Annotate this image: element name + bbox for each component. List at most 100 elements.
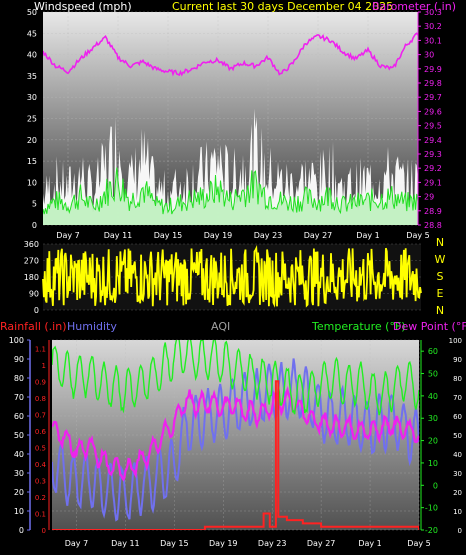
label-barometer: Barometer (.in) — [372, 0, 456, 13]
tick-label: 10 — [14, 507, 24, 516]
tick-label: 50 — [14, 431, 24, 440]
label-dew-point: Dew Point (°F) — [393, 320, 466, 333]
tick-label: 80 — [14, 374, 24, 383]
tick-label: 29.3 — [424, 150, 442, 159]
tick-label: 0.2 — [35, 494, 46, 502]
tick-label: 30.2 — [424, 22, 442, 31]
tick-label: 0 — [34, 306, 39, 315]
y-axis-right: 28.8 28.9 29 29.1 29.2 29.3 29.4 29.5 29.6 29.7 29… — [418, 8, 442, 230]
tick-label: Day 7 — [65, 539, 88, 548]
tick-label: 0.1 — [35, 510, 46, 518]
tick-label: 0.9 — [35, 378, 46, 386]
direction-letter: W — [435, 253, 446, 266]
tick-label: 40 — [27, 51, 37, 60]
tick-label: Day 5 — [407, 539, 430, 548]
y-axis-left: 0 90 180 270 360 — [24, 240, 39, 315]
tick-label: 60 — [428, 347, 438, 356]
direction-letter: N — [436, 304, 444, 317]
tick-label: 70 — [453, 394, 462, 402]
tick-label: 70 — [14, 393, 24, 402]
tick-label: 29.2 — [424, 164, 442, 173]
tick-label: 40 — [453, 451, 462, 459]
tick-label: 0.6 — [35, 428, 47, 436]
tick-label: 0 — [19, 526, 24, 535]
tick-label: 10 — [453, 508, 462, 516]
tick-label: 270 — [24, 257, 39, 266]
y-axis-dewpoint-scale: 0 10 20 30 40 50 60 70 80 90 100 — [449, 337, 462, 535]
tick-label: 29.1 — [424, 178, 442, 187]
tick-label: 0 — [458, 527, 462, 535]
tick-label: 100 — [449, 337, 462, 345]
direction-letter: S — [437, 270, 444, 283]
tick-label: 60 — [453, 413, 462, 421]
tick-label: 28.9 — [424, 207, 442, 216]
tick-label: 0.7 — [35, 411, 46, 419]
tick-label: 40 — [428, 392, 438, 401]
tick-label: 20 — [428, 437, 438, 446]
tick-label: 30 — [424, 51, 434, 60]
tick-label: 29.6 — [424, 107, 442, 116]
tick-label: 90 — [14, 355, 24, 364]
tick-label: 1 — [42, 362, 46, 370]
tick-label: 30 — [428, 414, 438, 423]
direction-letter: E — [437, 287, 444, 300]
tick-label: Day 15 — [154, 231, 183, 240]
tick-label: 20 — [14, 488, 24, 497]
y-axis-rainfall: 0 0.1 0.2 0.3 0.4 0.5 0.6 0.7 0.8 0.9 1 1.1 — [35, 340, 49, 535]
tick-label: 90 — [29, 290, 39, 299]
tick-label: 50 — [428, 370, 438, 379]
tick-label: 60 — [14, 412, 24, 421]
label-temperature: Temperature (°F) — [311, 320, 406, 333]
tick-label: Day 23 — [254, 231, 283, 240]
label-rainfall: Rainfall (.in) — [0, 320, 67, 333]
tick-label: 50 — [453, 432, 462, 440]
label-aqi: AQI — [211, 320, 230, 333]
tick-label: 360 — [24, 240, 39, 249]
tick-label: 40 — [14, 450, 24, 459]
tick-label: 10 — [27, 178, 37, 187]
tick-label: Day 7 — [56, 231, 79, 240]
tick-label: 45 — [27, 29, 37, 38]
x-axis: Day 7 Day 11 Day 15 Day 19 Day 23 Day 27 Day 1… — [65, 539, 431, 548]
tick-label: Day 1 — [358, 539, 381, 548]
tick-label: 29.4 — [424, 136, 442, 145]
tick-label: 29.8 — [424, 79, 442, 88]
tick-label: 29.7 — [424, 93, 442, 102]
tick-label: 0.8 — [35, 395, 46, 403]
tick-label: 0 — [32, 221, 37, 230]
tick-label: Day 11 — [104, 231, 133, 240]
tick-label: 0.5 — [35, 444, 46, 452]
tick-label: 5 — [32, 200, 37, 209]
tick-label: 30 — [453, 470, 462, 478]
tick-label: 29.9 — [424, 65, 442, 74]
tick-label: 30.1 — [424, 36, 442, 45]
label-current: Current last 30 days December 04 2025 — [172, 0, 393, 13]
x-axis: Day 7 Day 11 Day 15 Day 19 Day 23 Day 27 Day 1… — [56, 231, 429, 240]
tick-label: 29.5 — [424, 122, 442, 131]
tick-label: 20 — [27, 136, 37, 145]
tick-label: -10 — [425, 504, 438, 513]
tick-label: Day 5 — [406, 231, 429, 240]
tick-label: Day 23 — [258, 539, 287, 548]
tick-label: 0 — [42, 527, 46, 535]
tick-label: 0 — [433, 481, 438, 490]
tick-label: 28.8 — [424, 221, 442, 230]
wind-baro-panel: 05101520253035404550 28.828.92929.129.22… — [27, 0, 456, 240]
tick-label: 1.1 — [35, 345, 46, 353]
tick-label: 30 — [27, 93, 37, 102]
y-axis-temperature: -20 -10 0 10 20 30 40 50 60 — [421, 340, 438, 535]
tick-label: 90 — [453, 356, 462, 364]
label-humidity: Humidity — [67, 320, 117, 333]
tick-label: 0.3 — [35, 477, 46, 485]
direction-letter: N — [436, 236, 444, 249]
tick-label: Day 27 — [304, 231, 333, 240]
tick-label: 180 — [24, 273, 39, 282]
tick-label: 29 — [424, 193, 434, 202]
tick-label: 30 — [14, 469, 24, 478]
tick-label: Day 15 — [160, 539, 189, 548]
label-windspeed: Windspeed (mph) — [34, 0, 132, 13]
